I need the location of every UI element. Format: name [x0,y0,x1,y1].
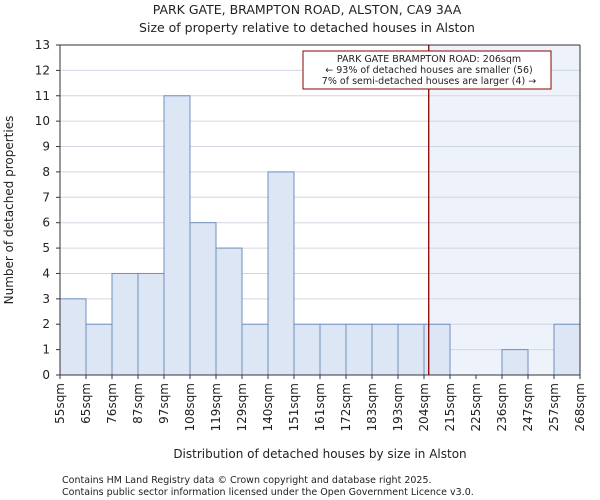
bar-236sqm [501,349,529,376]
bar-204sqm [423,323,451,376]
y-tick-label: 7 [42,190,50,204]
x-tick-label: 183sqm [365,383,379,431]
y-tick-label: 6 [42,216,50,230]
x-tick-label: 204sqm [417,383,431,431]
x-tick-label: 215sqm [443,383,457,431]
chart-subtitle: Size of property relative to detached ho… [139,20,475,35]
bar-97sqm [163,95,191,376]
y-tick-label: 12 [35,63,50,77]
x-tick-label: 161sqm [313,383,327,431]
annotation-line2: ← 93% of detached houses are smaller (56… [325,65,532,76]
x-axis-label: Distribution of detached houses by size … [173,447,466,461]
x-tick-label: 247sqm [521,383,535,431]
x-tick-label: 87sqm [131,383,145,424]
x-tick-label: 140sqm [261,383,275,431]
y-tick-label: 8 [42,165,50,179]
x-tick-label: 129sqm [235,383,249,431]
x-tick-label: 257sqm [547,383,561,431]
annotation-box [302,50,552,90]
chart-title: PARK GATE, BRAMPTON ROAD, ALSTON, CA9 3A… [153,2,462,17]
x-tick-label: 151sqm [287,383,301,431]
x-tick-label: 108sqm [183,383,197,431]
bar-183sqm [371,323,399,376]
x-tick-label: 97sqm [157,383,171,424]
bar-108sqm [189,222,217,376]
y-tick-label: 9 [42,140,50,154]
x-tick-label: 119sqm [209,383,223,431]
y-tick-label: 0 [42,368,50,382]
x-tick-label: 225sqm [469,383,483,431]
bar-129sqm [241,323,269,376]
x-tick-label: 55sqm [53,383,67,424]
larger-region-shade [428,45,580,375]
x-tick-label: 193sqm [391,383,405,431]
x-tick-label: 172sqm [339,383,353,431]
bar-172sqm [345,323,373,376]
x-tick-label: 236sqm [495,383,509,431]
y-tick-label: 5 [42,241,50,255]
bar-119sqm [215,247,243,376]
x-tick-label: 65sqm [79,383,93,424]
y-axis-label: Number of detached properties [2,116,16,305]
y-tick-label: 3 [42,292,50,306]
y-tick-label: 13 [35,38,50,52]
bar-161sqm [319,323,347,376]
bar-76sqm [111,272,139,376]
bar-140sqm [267,171,295,376]
x-tick-label: 76sqm [105,383,119,424]
footer-line-1: Contains HM Land Registry data © Crown c… [62,475,432,486]
annotation-line3: 7% of semi-detached houses are larger (4… [322,76,536,87]
x-tick-label: 268sqm [573,383,587,431]
y-tick-label: 10 [35,114,50,128]
annotation-line1: PARK GATE BRAMPTON ROAD: 206sqm [337,54,521,65]
footer-line-2: Contains public sector information licen… [62,487,474,498]
bar-193sqm [397,323,425,376]
bar-65sqm [85,323,113,376]
bar-257sqm [553,323,581,376]
bar-151sqm [293,323,321,376]
bar-87sqm [137,272,165,376]
y-tick-label: 1 [42,343,50,357]
y-tick-label: 4 [42,266,50,280]
y-tick-label: 2 [42,317,50,331]
bar-55sqm [59,298,87,376]
y-tick-label: 11 [35,89,50,103]
